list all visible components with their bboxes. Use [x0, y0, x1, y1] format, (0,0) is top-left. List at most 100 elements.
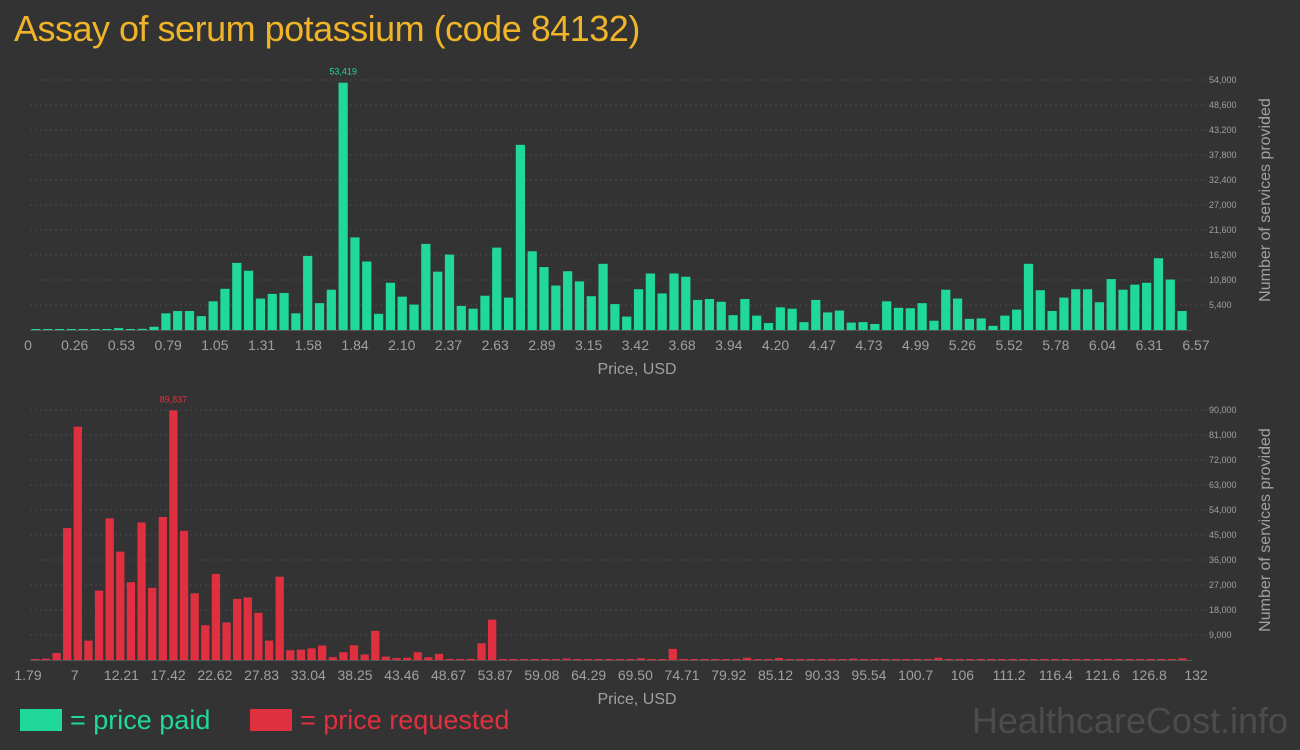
- bar: [574, 281, 585, 330]
- x-tick-label: 90.33: [805, 667, 840, 683]
- bar: [1047, 311, 1057, 330]
- y-tick-label: 27,000: [1209, 200, 1237, 210]
- bar: [362, 261, 372, 330]
- bar: [647, 659, 656, 660]
- bar: [373, 313, 384, 330]
- y-tick-label: 54,000: [1209, 505, 1237, 515]
- bar: [296, 649, 306, 660]
- x-tick-label: 1.84: [341, 337, 368, 353]
- bar: [598, 263, 608, 330]
- bar: [785, 659, 794, 660]
- bar: [222, 622, 231, 660]
- x-tick-label: 48.67: [431, 667, 466, 683]
- x-tick-label: 0.79: [155, 337, 182, 353]
- x-tick-label: 12.21: [104, 667, 139, 683]
- bar: [827, 658, 837, 660]
- x-tick-label: 43.46: [384, 667, 419, 683]
- bar: [787, 308, 797, 330]
- bar: [1040, 659, 1049, 660]
- x-tick-label: 2.89: [528, 337, 555, 353]
- bar: [669, 273, 679, 330]
- x-tick-label: 6.31: [1136, 337, 1163, 353]
- bar: [1012, 309, 1022, 330]
- bar: [645, 273, 655, 330]
- legend-item-price-requested: = price requested: [250, 704, 509, 736]
- peak-data-label: 89,837: [160, 394, 188, 404]
- bar: [208, 301, 218, 330]
- bar: [31, 329, 41, 330]
- bar: [1153, 258, 1164, 330]
- bar: [740, 298, 750, 330]
- bar: [190, 593, 199, 660]
- bar: [94, 590, 104, 660]
- y-tick-label: 90,000: [1209, 405, 1237, 415]
- bar: [604, 659, 614, 660]
- legend-label-price-requested: = price requested: [300, 704, 510, 735]
- y-tick-label: 27,000: [1209, 580, 1237, 590]
- x-tick-label: 4.99: [902, 337, 929, 353]
- bar: [1019, 659, 1028, 660]
- bar: [509, 659, 518, 660]
- bar: [1051, 659, 1060, 660]
- bar: [1059, 297, 1069, 330]
- x-tick-label: 5.26: [949, 337, 976, 353]
- bar: [1093, 659, 1102, 660]
- bar: [116, 551, 125, 660]
- x-tick-label: 0: [24, 337, 32, 353]
- bar: [1029, 659, 1039, 660]
- bar: [976, 318, 986, 330]
- bar: [822, 312, 833, 330]
- x-tick-label: 17.42: [151, 667, 186, 683]
- bar: [846, 322, 856, 330]
- bar: [279, 292, 289, 330]
- x-tick-label: 111.2: [993, 667, 1026, 683]
- y-tick-label: 54,000: [1209, 75, 1237, 85]
- bar: [1106, 279, 1116, 330]
- bar: [1061, 659, 1070, 660]
- bar: [1082, 289, 1093, 330]
- x-tick-label: 3.15: [575, 337, 602, 353]
- bar: [881, 659, 890, 660]
- bar: [905, 308, 915, 330]
- bar: [753, 659, 762, 660]
- bar: [1035, 290, 1045, 330]
- x-tick-label: 100.7: [898, 667, 933, 683]
- x-tick-label: 53.87: [478, 667, 513, 683]
- x-tick-label: 4.47: [809, 337, 836, 353]
- bar: [307, 648, 316, 660]
- bar: [834, 310, 845, 330]
- bar: [681, 276, 691, 330]
- bar: [711, 659, 720, 660]
- bar: [84, 640, 93, 660]
- bar: [78, 329, 88, 330]
- bar: [1130, 284, 1140, 330]
- bar: [149, 326, 159, 330]
- bar: [267, 293, 277, 330]
- bar: [1094, 302, 1104, 330]
- bar: [583, 659, 592, 660]
- bar: [169, 410, 178, 660]
- bar: [232, 262, 242, 330]
- x-tick-label: 3.42: [622, 337, 649, 353]
- bar: [817, 659, 826, 660]
- x-tick-label: 2.10: [388, 337, 415, 353]
- bar: [859, 659, 869, 660]
- x-tick-label: 74.71: [665, 667, 700, 683]
- x-tick-label: 1.58: [295, 337, 322, 353]
- bar: [397, 296, 407, 330]
- bar: [1082, 659, 1092, 660]
- bar: [912, 659, 922, 660]
- bar: [360, 654, 369, 660]
- bar: [1165, 279, 1175, 330]
- y-tick-label: 21,600: [1209, 225, 1237, 235]
- bar: [1157, 659, 1166, 660]
- y-tick-label: 63,000: [1209, 480, 1237, 490]
- x-tick-label: 126.8: [1132, 667, 1167, 683]
- x-tick-label: 0.53: [108, 337, 135, 353]
- bar: [1178, 658, 1187, 660]
- bar: [539, 267, 549, 330]
- x-tick-label: 2.37: [435, 337, 462, 353]
- bar: [716, 301, 726, 330]
- bar: [721, 659, 731, 660]
- bar: [668, 648, 677, 660]
